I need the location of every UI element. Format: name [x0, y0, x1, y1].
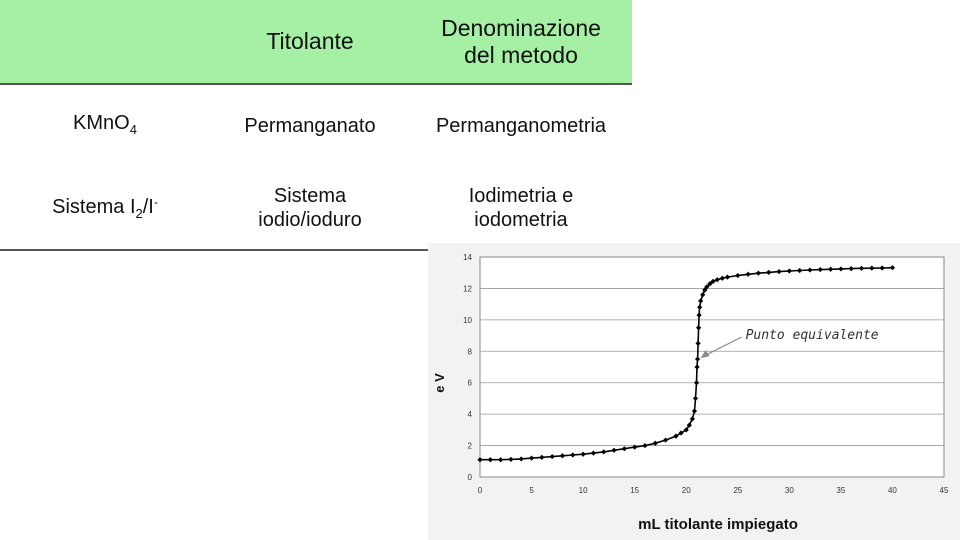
data-point: [714, 277, 720, 283]
y-tick-label: 6: [468, 379, 473, 388]
annotation-arrow: [703, 336, 742, 357]
series-line: [480, 266, 893, 461]
y-tick-label: 2: [468, 442, 473, 451]
data-point: [518, 456, 524, 462]
data-point: [838, 266, 844, 272]
annotation-group: Punto equivalente: [700, 328, 879, 359]
header-titolante: Titolante: [210, 0, 410, 83]
reagent-subscript: 4: [129, 121, 137, 137]
data-point: [869, 265, 875, 271]
plot-frame: [479, 256, 945, 478]
x-tick-label: 30: [785, 486, 794, 495]
chart-svg: 0 2 4 6 8 10 12 14 0 5 10 15 20 25 30 35 40 45 Punto equ…: [432, 253, 949, 533]
x-tick-label: 40: [888, 486, 897, 495]
table-body: [0, 85, 632, 247]
y-tick-label: 10: [463, 316, 472, 325]
metodo-cell: Iodimetria e iodometria: [410, 180, 632, 236]
titolante-text-line1: Sistema: [273, 185, 347, 207]
data-point: [797, 267, 803, 274]
data-point: [879, 265, 885, 271]
y-tick-label: 0: [468, 473, 473, 482]
reagent-formula: Sistema I: [52, 196, 136, 218]
x-tick-label: 5: [529, 486, 534, 495]
reagent-superscript: -: [153, 195, 158, 209]
table-row: Sistema I2/I- Sistema iodio/ioduro Iodim…: [0, 180, 632, 236]
metodo-text-line2: iodometria: [474, 209, 568, 231]
data-point: [848, 266, 854, 272]
y-tick-label: 14: [463, 253, 472, 262]
data-point: [786, 268, 792, 274]
table-row: KMnO4 Permanganato Permanganometria: [0, 103, 632, 149]
data-point: [745, 271, 751, 277]
data-point: [693, 380, 700, 386]
data-point: [539, 454, 545, 460]
x-tick-label: 25: [733, 486, 742, 495]
reagent-cell: KMnO4: [0, 103, 210, 149]
annotation-label: Punto equivalente: [746, 328, 879, 343]
reagent-formula: KMnO: [73, 111, 130, 134]
header-cell-empty: [0, 0, 210, 83]
y-tick-label: 4: [468, 410, 473, 419]
data-point: [710, 278, 716, 284]
reagent-formula-tail: /I: [142, 196, 154, 218]
x-ticks: 0 5 10 15 20 25 30 35 40 45: [478, 486, 949, 495]
data-point: [700, 292, 706, 298]
titolante-cell: Permanganato: [210, 103, 410, 149]
annotation-arrowhead: [700, 350, 710, 359]
data-point: [707, 281, 713, 287]
data-point: [827, 266, 834, 272]
table-header: Titolante Denominazione del metodo: [0, 0, 632, 85]
data-point: [691, 408, 698, 414]
reagent-cell: Sistema I2/I-: [0, 180, 210, 236]
data-point: [559, 453, 566, 459]
titolante-text-line2: iodio/ioduro: [258, 209, 362, 231]
data-point: [477, 457, 483, 463]
titolante-cell: Sistema iodio/ioduro: [210, 180, 410, 236]
data-point: [817, 266, 823, 273]
data-point: [719, 275, 725, 281]
y-tick-label: 12: [463, 284, 472, 293]
header-metodo-line1: Denominazione: [441, 14, 601, 41]
metodo-text: Permanganometria: [435, 115, 607, 137]
data-point: [807, 267, 813, 273]
data-point: [694, 364, 700, 370]
data-point: [698, 298, 704, 304]
data-point: [735, 272, 741, 279]
data-point: [695, 340, 701, 347]
data-point: [692, 395, 699, 402]
data-point: [696, 312, 702, 318]
y-axis-label: e V: [432, 373, 447, 393]
y-tick-label: 8: [468, 347, 473, 356]
x-tick-label: 35: [836, 486, 845, 495]
table-bottom-rule: [0, 249, 428, 251]
data-point: [858, 265, 865, 271]
data-point: [570, 452, 576, 458]
x-tick-label: 20: [682, 486, 691, 495]
x-tick-label: 15: [630, 486, 639, 495]
data-point: [704, 284, 710, 290]
data-point: [498, 457, 504, 463]
y-ticks: 0 2 4 6 8 10 12 14: [463, 253, 472, 482]
titration-curve-chart: 0 2 4 6 8 10 12 14 0 5 10 15 20 25 30 35 40 45 Punto equ…: [428, 243, 960, 540]
header-titolante-label: Titolante: [266, 28, 354, 54]
header-metodo: Denominazione del metodo: [410, 0, 632, 83]
x-tick-label: 45: [940, 486, 949, 495]
data-point: [611, 447, 617, 453]
plot-area: [479, 256, 945, 478]
data-point: [683, 427, 689, 433]
data-point: [678, 430, 684, 436]
x-tick-label: 0: [478, 486, 483, 495]
data-point: [702, 287, 708, 293]
metodo-text-line1: Iodimetria e: [468, 185, 574, 207]
x-tick-label: 10: [579, 486, 588, 495]
titolante-text: Permanganato: [244, 115, 376, 137]
metodo-cell: Permanganometria: [410, 103, 632, 149]
reagent-subscript: 2: [135, 206, 143, 221]
header-metodo-line2: del metodo: [464, 41, 578, 68]
x-axis-label: mL titolante impiegato: [638, 516, 798, 533]
data-point: [697, 304, 703, 310]
grid: [480, 288, 944, 446]
data-point: [755, 270, 761, 276]
data-point: [695, 325, 702, 331]
